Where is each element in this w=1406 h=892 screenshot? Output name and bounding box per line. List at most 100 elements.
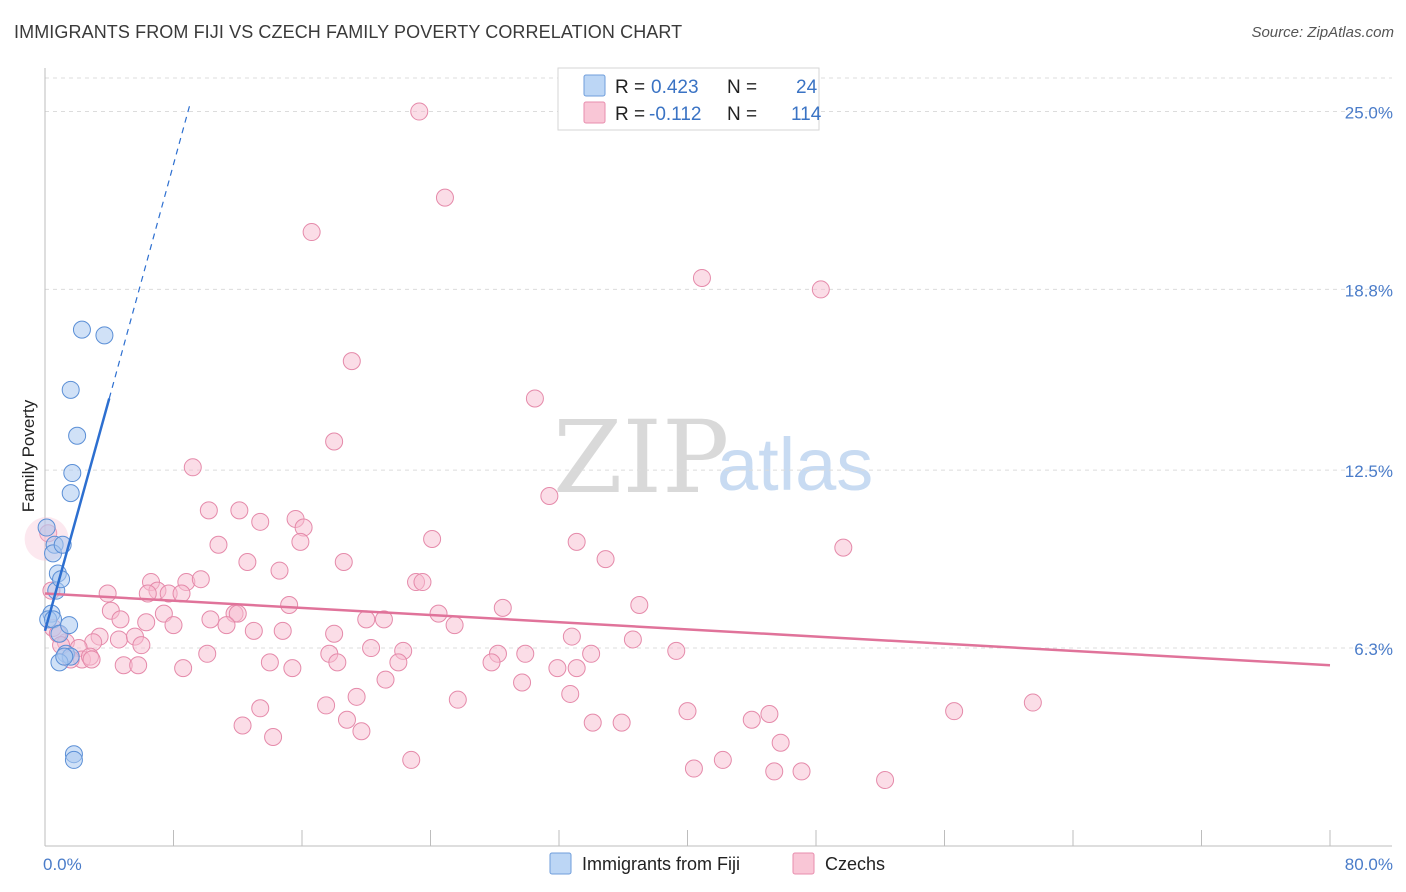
czech-point: [174, 659, 193, 678]
czech-point: [540, 486, 559, 505]
czech-point: [445, 616, 464, 635]
czech-point: [325, 624, 344, 643]
czech-point: [513, 673, 532, 692]
czech-point: [172, 584, 191, 603]
czech-point: [328, 653, 347, 672]
trendlines: [43, 105, 1331, 667]
bottom-legend-czech-label: Czechs: [825, 854, 885, 874]
series-legend: Immigrants from Fiji Czechs: [549, 852, 885, 875]
czech-point: [230, 501, 249, 520]
czech-point: [198, 644, 217, 663]
czech-point: [583, 713, 602, 732]
czech-point: [811, 280, 830, 299]
czech-point: [317, 696, 336, 715]
legend-fiji-r-value: 0.423: [651, 77, 699, 98]
fiji-point: [63, 464, 82, 483]
czech-point: [251, 699, 270, 718]
legend-fiji-r-label: R =: [615, 77, 645, 98]
source-credit: Source: ZipAtlas.com: [1251, 24, 1394, 41]
czech-point: [362, 639, 381, 658]
czech-point: [280, 596, 299, 615]
czech-point: [834, 538, 853, 557]
czech-point: [516, 644, 535, 663]
watermark-atlas: atlas: [717, 423, 873, 506]
czech-point: [623, 630, 642, 649]
czech-point: [129, 656, 148, 675]
czech-point: [771, 733, 790, 752]
czech-point: [233, 716, 252, 735]
czech-point: [435, 188, 454, 207]
czech-point: [945, 702, 964, 721]
czech-point: [251, 512, 270, 531]
czech-point: [154, 604, 173, 623]
czech-point: [561, 684, 580, 703]
y-tick-label: 25.0%: [1345, 104, 1393, 123]
y-tick-label: 18.8%: [1345, 281, 1393, 300]
czech-point: [342, 352, 361, 371]
fiji-point: [61, 380, 80, 399]
czech-point: [264, 727, 283, 746]
legend-czech-r-label: R =: [615, 104, 645, 125]
czech-point: [376, 670, 395, 689]
legend-fiji-n-value: 24: [796, 77, 818, 98]
czech-point: [567, 532, 586, 551]
czech-trendline: [44, 592, 1331, 667]
czech-point: [389, 653, 408, 672]
fiji-point: [68, 426, 87, 445]
chart-title: IMMIGRANTS FROM FIJI VS CZECH FAMILY POV…: [14, 22, 683, 42]
czech-point: [525, 389, 544, 408]
czech-point: [183, 458, 202, 477]
czech-point: [548, 659, 567, 678]
czech-point: [273, 621, 292, 640]
fiji-point: [64, 750, 83, 769]
czech-point: [678, 702, 697, 721]
czech-point: [260, 653, 279, 672]
czech-point: [667, 641, 686, 660]
czech-point: [238, 552, 257, 571]
legend-czech-n-label: N =: [727, 104, 757, 125]
czech-point: [132, 636, 151, 655]
czech-point: [201, 610, 220, 629]
czech-point: [684, 759, 703, 778]
czech-point: [792, 762, 811, 781]
czech-point: [493, 598, 512, 617]
czech-point: [612, 713, 631, 732]
y-axis-title: Family Poverty: [19, 399, 38, 512]
fiji-point: [95, 326, 114, 345]
fiji-trendline-extension: [108, 105, 191, 399]
czech-point: [283, 659, 302, 678]
legend-fiji-swatch: [583, 74, 606, 97]
czech-point: [482, 653, 501, 672]
fiji-trendline: [43, 398, 111, 632]
czech-point: [742, 710, 761, 729]
czech-point: [199, 501, 218, 520]
watermark-zip: ZIP: [553, 399, 729, 516]
y-tick-label: 6.3%: [1354, 640, 1393, 659]
czech-point: [423, 530, 442, 549]
czech-point: [347, 687, 366, 706]
czech-point: [630, 596, 649, 615]
czech-point: [164, 616, 183, 635]
czech-point: [111, 610, 130, 629]
czech-point: [357, 610, 376, 629]
czech-point: [109, 630, 128, 649]
bottom-legend-fiji-swatch: [549, 852, 572, 875]
czech-point: [352, 722, 371, 741]
czech-point: [760, 705, 779, 724]
bottom-legend-czech-swatch: [792, 852, 815, 875]
czech-point: [596, 550, 615, 569]
czech-point: [302, 223, 321, 242]
fiji-point: [55, 647, 74, 666]
legend-czech-r-value: -0.112: [649, 104, 701, 125]
czech-point: [244, 621, 263, 640]
czech-point: [217, 616, 236, 635]
watermark: ZIP atlas: [553, 399, 873, 516]
legend-fiji-n-label: N =: [727, 77, 757, 98]
fiji-points: [37, 320, 114, 769]
czech-point: [137, 613, 156, 632]
bottom-legend-fiji-label: Immigrants from Fiji: [582, 854, 740, 874]
fiji-point: [61, 484, 80, 503]
czech-point: [713, 750, 732, 769]
czech-point: [765, 762, 784, 781]
legend-czech-swatch: [583, 101, 606, 124]
